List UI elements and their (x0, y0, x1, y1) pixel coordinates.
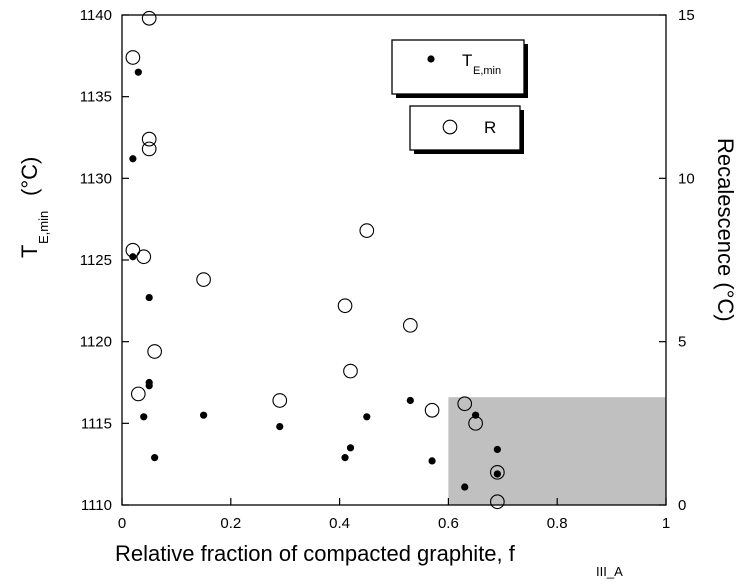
x-tick-label: 1 (662, 515, 670, 532)
y-left-title-sub: E,min (36, 211, 51, 244)
data-point-r (141, 141, 157, 157)
legend-entry-tmin: T E,min (391, 39, 528, 98)
x-axis-title-main: Relative fraction of compacted graphite,… (115, 541, 516, 566)
data-point-tmin (406, 396, 414, 405)
legend-box (391, 39, 525, 95)
data-point-r (147, 344, 162, 359)
data-point-r (272, 393, 288, 408)
data-point-tmin (461, 483, 469, 491)
data-point-tmin (151, 454, 159, 462)
data-point-tmin (428, 457, 436, 465)
data-point-r (490, 494, 505, 510)
legend-entry-r: R (409, 105, 524, 154)
data-point-tmin (129, 155, 137, 163)
data-point-r (424, 402, 440, 418)
data-point-tmin (341, 454, 349, 462)
x-axis-title: Relative fraction of compacted graphite,… (115, 541, 623, 579)
x-tick-label: 0.6 (438, 515, 459, 532)
data-point-r (130, 386, 146, 402)
x-tick-label: 0.8 (547, 515, 568, 532)
data-point-r (402, 317, 418, 333)
shaded-region-layer (448, 397, 666, 505)
y-right-tick-label: 5 (678, 334, 686, 351)
y-left-title-main: T (17, 245, 42, 258)
legend-label-sub: E,min (473, 65, 501, 77)
data-point-r (196, 272, 211, 287)
y-left-tick-label: 1140 (80, 7, 112, 24)
data-point-tmin (493, 445, 501, 454)
legend-marker-open-circle (442, 119, 458, 135)
data-point-tmin (129, 253, 137, 261)
legend-label-main: T (462, 51, 472, 70)
y-left-tick-label: 1135 (80, 89, 112, 106)
x-tick-label: 0.4 (329, 515, 350, 532)
y-left-tick-label: 1125 (80, 252, 112, 269)
y-left-title-unit: (°C) (17, 157, 42, 196)
data-point-r (337, 298, 353, 314)
shaded-region (448, 397, 666, 505)
data-point-r (457, 396, 473, 412)
legend-box (409, 105, 521, 151)
x-axis-title-sub: III_A (596, 564, 623, 579)
data-point-tmin (134, 68, 142, 76)
data-point-r (141, 10, 157, 26)
y-left-tick-label: 1115 (81, 415, 112, 432)
y-right-axis-title: Recalescence (°C) (713, 138, 738, 322)
data-point-tmin (276, 423, 284, 431)
data-point-r (141, 131, 157, 147)
data-point-tmin (472, 411, 480, 419)
y-left-axis-title: T E,min (°C) (17, 157, 51, 258)
legend: T E,min R (391, 39, 528, 154)
y-right-tick-label: 15 (678, 7, 695, 24)
data-point-r (125, 50, 141, 65)
y-right-tick-label: 10 (678, 170, 695, 187)
y-right-tick-label: 0 (678, 497, 686, 514)
y-left-tick-label: 1130 (80, 170, 112, 187)
points-layer (125, 10, 505, 510)
data-point-tmin (145, 382, 153, 390)
ticks-layer: 0 0.2 0.4 0.6 0.8 1 1110 1115 1120 1125 1130 1135 11… (80, 7, 695, 532)
data-point-tmin (493, 470, 501, 478)
legend-marker-filled-circle (427, 55, 435, 63)
x-tick-label: 0.2 (220, 515, 241, 532)
data-point-r (136, 249, 152, 265)
x-tick-label: 0 (118, 515, 126, 532)
data-point-tmin (200, 411, 208, 419)
data-point-tmin (145, 293, 153, 302)
y-left-tick-label: 1120 (80, 334, 112, 351)
data-point-tmin (363, 413, 371, 421)
y-left-tick-label: 1110 (81, 497, 112, 514)
data-point-r (343, 363, 358, 379)
data-point-tmin (346, 444, 355, 452)
data-point-tmin (140, 413, 148, 421)
data-point-r (490, 464, 505, 480)
legend-label: R (484, 118, 496, 137)
data-point-r (359, 223, 375, 238)
